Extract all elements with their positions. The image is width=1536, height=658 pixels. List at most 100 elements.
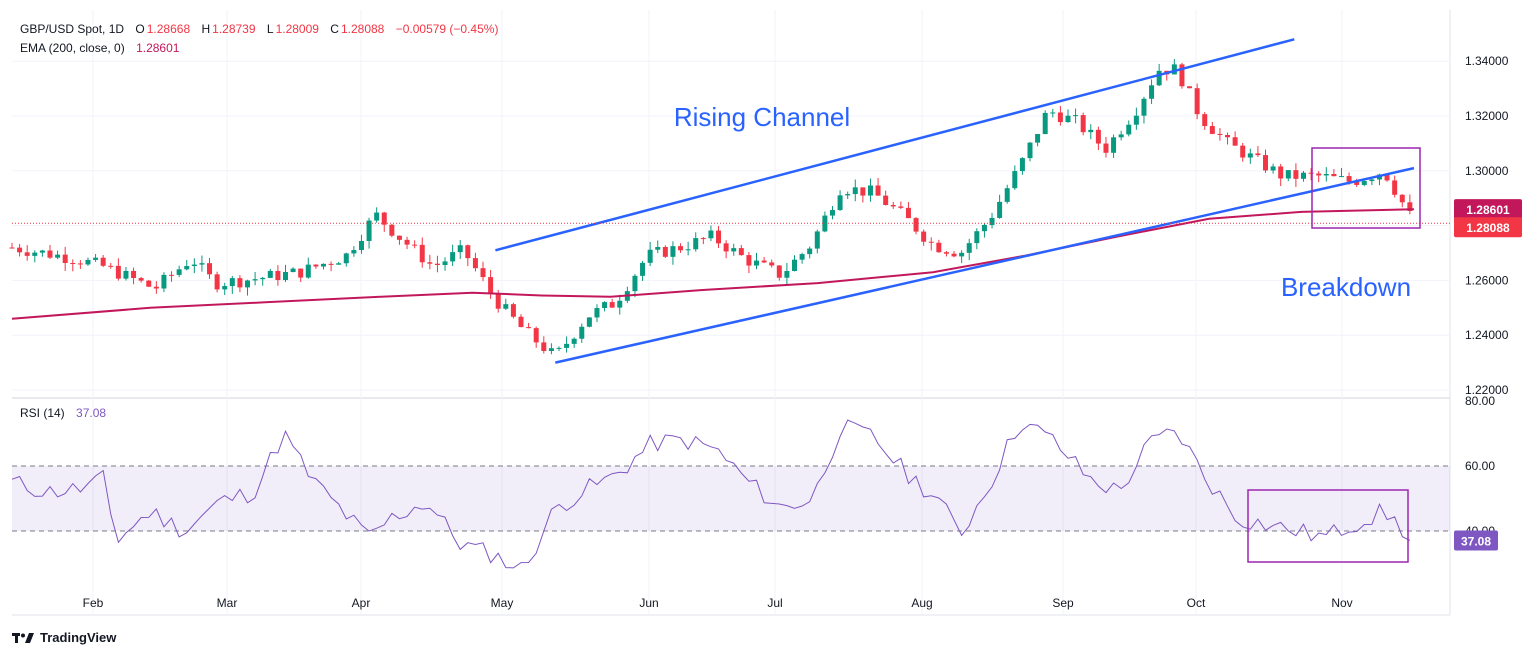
candle-body (579, 326, 585, 339)
candle-body (1080, 115, 1086, 133)
candle-body (807, 248, 813, 255)
candle-body (670, 246, 676, 257)
candle-body (1209, 126, 1215, 134)
candle-body (336, 263, 342, 265)
candle-body (761, 260, 767, 263)
candle-body (412, 244, 418, 246)
candle-body (1050, 112, 1056, 114)
rsi-label[interactable]: RSI (14) (20, 406, 65, 420)
candle-body (1065, 115, 1071, 123)
candle-body (222, 286, 228, 290)
candle-body (852, 187, 858, 195)
rsi-tick-label: 60.00 (1465, 459, 1495, 473)
candle-body (617, 300, 623, 308)
candle-body (351, 250, 357, 254)
candle-body (1407, 202, 1413, 211)
candle-body (905, 207, 911, 219)
candle-body (867, 185, 873, 196)
candle-body (1103, 143, 1109, 153)
candle-body (245, 280, 251, 288)
candle-body (981, 224, 987, 232)
candle-body (199, 263, 205, 265)
candle-body (814, 231, 820, 249)
candle-body (860, 187, 866, 196)
ema-label[interactable]: EMA (200, close, 0) (20, 41, 125, 55)
candle-body (207, 263, 213, 275)
candle-body (784, 270, 790, 278)
tradingview-logo[interactable]: TradingView (12, 630, 116, 645)
candle-body (488, 277, 494, 293)
candle-body (252, 279, 258, 281)
candle-body (1057, 112, 1063, 123)
time-tick-label: Sep (1052, 596, 1074, 610)
price-tick-label: 1.26000 (1465, 273, 1509, 287)
breakdown-box (1311, 147, 1421, 229)
candle-body (662, 246, 668, 257)
candle-body (989, 217, 995, 225)
candle-body (1042, 112, 1048, 135)
candle-body (510, 304, 516, 317)
change-value: −0.00579 (−0.45%) (395, 22, 499, 36)
candle-body (974, 231, 980, 244)
candle-body (997, 201, 1003, 218)
candle-body (275, 270, 281, 281)
close-value: 1.28088 (340, 22, 385, 36)
candle-body (191, 264, 197, 267)
candle-body (434, 263, 440, 265)
candle-body (100, 257, 106, 266)
candle-body (754, 260, 760, 266)
candle-body (39, 250, 45, 253)
candle-body (62, 254, 68, 263)
candle-body (518, 316, 524, 328)
candle-body (875, 185, 881, 196)
candle-body (176, 269, 182, 275)
candle-body (153, 286, 159, 289)
candle-body (47, 250, 53, 258)
candle-body (404, 239, 410, 245)
candle-body (1240, 145, 1246, 158)
candle-body (313, 264, 319, 267)
candle-body (685, 249, 691, 251)
candle-body (1194, 88, 1200, 115)
candle-body (609, 302, 615, 308)
time-tick-label: Jun (639, 596, 658, 610)
time-tick-label: Mar (217, 596, 238, 610)
candle-body (146, 280, 152, 287)
candle-body (936, 242, 942, 253)
candle-body (548, 348, 554, 351)
candle-body (541, 342, 547, 351)
high-label: H (201, 22, 211, 36)
candle-body (898, 206, 904, 208)
candle-body (571, 338, 577, 344)
candle-body (708, 230, 714, 239)
low-value: 1.28009 (275, 22, 319, 36)
candle-body (229, 278, 235, 287)
candle-body (586, 317, 592, 327)
channel-lower-line (555, 166, 1415, 364)
candle-body (1149, 85, 1155, 99)
ema-line (11, 208, 1415, 320)
candle-body (1323, 173, 1329, 176)
rsi-highlight-box (1247, 489, 1409, 563)
candle-body (70, 263, 76, 264)
price-tick-label: 1.24000 (1465, 328, 1509, 342)
candle-body (1247, 153, 1253, 158)
candle-body (1012, 171, 1018, 189)
low-label: L (266, 22, 274, 36)
candle-body (1217, 133, 1223, 135)
candle-body (472, 258, 478, 269)
close-price-badge-text: 1.28088 (1466, 221, 1510, 235)
candle-body (1027, 142, 1033, 159)
candle-body (1369, 179, 1375, 182)
candle-body (966, 243, 972, 253)
candle-body (678, 246, 684, 251)
symbol-title[interactable]: GBP/USD Spot, 1D (20, 22, 125, 36)
open-label: O (135, 22, 145, 36)
candle-body (17, 247, 23, 253)
candle-body (1308, 172, 1314, 174)
time-tick-label: May (491, 596, 514, 610)
candle-body (366, 220, 372, 241)
candle-body (640, 262, 646, 276)
